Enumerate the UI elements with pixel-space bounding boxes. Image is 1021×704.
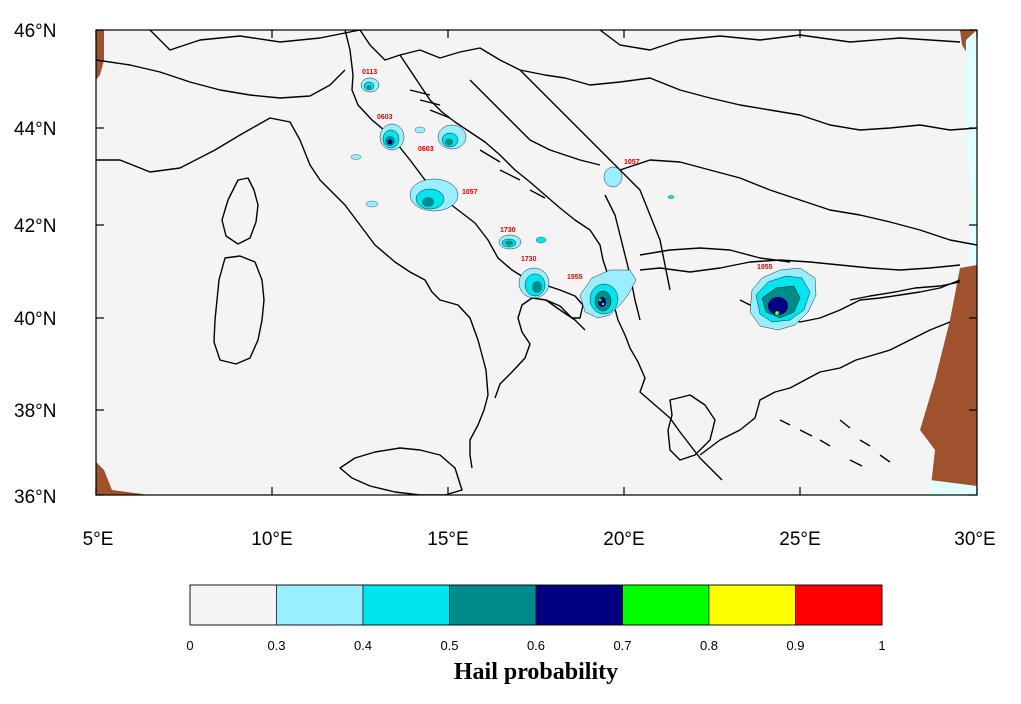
border-balkans-3 — [619, 159, 977, 246]
hail-cell-croatia — [437, 124, 467, 150]
no-data-area-southwest — [96, 462, 150, 495]
hail-cell-rimini — [360, 77, 380, 93]
lat-tick-label: 36°N — [14, 487, 56, 508]
no-data-area-northwest — [96, 30, 104, 80]
balkan-islands — [409, 89, 546, 199]
colorbar-tick-label: 0.4 — [354, 638, 372, 653]
colorbar-tick-label: 0.8 — [700, 638, 718, 653]
event-label: 0603 — [418, 146, 434, 153]
coastlines-and-borders — [96, 30, 977, 495]
no-data-sliver-east — [965, 30, 977, 265]
colorbar-swatch — [362, 584, 450, 626]
corsica — [221, 177, 259, 245]
hail-cell-bari — [518, 267, 550, 299]
border-albania — [604, 194, 641, 321]
lat-tick-label: 38°N — [14, 401, 56, 422]
greece-coast — [699, 321, 951, 456]
colorbar-tick-label: 0.5 — [440, 638, 458, 653]
event-label: 1955 — [567, 274, 583, 281]
italy-heel — [545, 299, 586, 331]
event-time-labels: 0113 0603 0603 1057 1057 1730 1730 1955 … — [362, 69, 773, 281]
map-background — [96, 30, 977, 495]
event-label: 1057 — [624, 159, 640, 166]
no-data-area-east — [920, 265, 977, 495]
sicily — [339, 447, 463, 495]
hail-cell-small-2 — [350, 154, 362, 160]
turkey-coast — [849, 281, 961, 301]
hail-cell-small-1 — [414, 126, 426, 134]
border-east-europe — [599, 30, 961, 51]
map-panel: 0113 0603 0603 1057 1057 1730 1730 1955 … — [96, 30, 977, 495]
lon-tick-label: 15°E — [427, 529, 468, 550]
peloponnese — [667, 394, 716, 461]
border-balkans-1 — [399, 47, 977, 131]
lon-tick-label: 25°E — [779, 529, 820, 550]
no-data-sliver-southeast — [930, 480, 977, 495]
hail-cell-small-3 — [365, 200, 379, 208]
colorbar-title: Hail probability — [454, 659, 618, 685]
event-label: 0603 — [377, 114, 393, 121]
hail-cell-thessaloniki — [749, 267, 817, 331]
event-label: 1057 — [462, 189, 478, 196]
lat-tick-label: 44°N — [14, 119, 56, 140]
border-north-balkans — [469, 79, 601, 166]
event-label: 0113 — [362, 69, 377, 76]
colorbar-swatch — [622, 584, 710, 626]
colorbar-swatches — [189, 584, 883, 626]
colorbar-swatch — [276, 584, 364, 626]
colorbar-tick-label: 0 — [186, 638, 193, 653]
hail-cell-gargano — [498, 234, 522, 250]
colorbar-swatch — [189, 584, 277, 626]
croatia-coast — [359, 30, 723, 481]
border-balkans-4 — [639, 259, 961, 273]
colorbar-tick-labels: 0 0.3 0.4 0.5 0.6 0.7 0.8 0.9 1 — [186, 638, 885, 653]
colorbar-tick-label: 0.7 — [613, 638, 631, 653]
hail-cells — [350, 77, 817, 331]
hail-cell-montenegro — [603, 166, 623, 188]
event-label: 1730 — [500, 227, 516, 234]
border-macedonia — [639, 247, 791, 263]
lat-tick-label: 46°N — [14, 21, 56, 42]
colorbar-tick-label: 1 — [878, 638, 885, 653]
aegean-islands — [779, 419, 891, 467]
hail-cell-small-4 — [667, 195, 675, 199]
border-alps — [96, 59, 346, 99]
sardinia — [213, 255, 265, 365]
lon-tick-label: 20°E — [603, 529, 644, 550]
map-frame — [95, 29, 978, 496]
colorbar-frame — [189, 584, 883, 626]
colorbar-tick-label: 0.9 — [786, 638, 804, 653]
colorbar-swatch — [449, 584, 537, 626]
colorbar-swatch — [708, 584, 796, 626]
event-label: 1955 — [757, 264, 773, 271]
lon-tick-label: 30°E — [954, 529, 995, 550]
longitude-axis: 5°E 10°E 15°E 20°E 25°E 30°E — [83, 30, 996, 550]
italy-west-coast — [96, 117, 489, 469]
hail-cell-small-5 — [535, 236, 547, 244]
lat-tick-label: 40°N — [14, 309, 56, 330]
lon-tick-label: 10°E — [251, 529, 292, 550]
lat-tick-label: 42°N — [14, 216, 56, 237]
hail-cell-albania — [579, 269, 637, 319]
hail-cell-pescara — [409, 178, 459, 212]
colorbar-swatch — [535, 584, 623, 626]
lon-tick-label: 5°E — [83, 529, 114, 550]
latitude-axis: 46°N 44°N 42°N 40°N 38°N 36°N — [14, 21, 977, 508]
colorbar-tick-label: 0.6 — [527, 638, 545, 653]
hail-cell-ancona — [379, 123, 405, 151]
event-label: 1730 — [521, 256, 537, 263]
colorbar-tick-label: 0.3 — [267, 638, 285, 653]
colorbar-swatch — [795, 584, 883, 626]
border-central-europe — [149, 30, 361, 51]
colorbar: 0 0.3 0.4 0.5 0.6 0.7 0.8 0.9 1 Hail probability — [186, 584, 886, 685]
